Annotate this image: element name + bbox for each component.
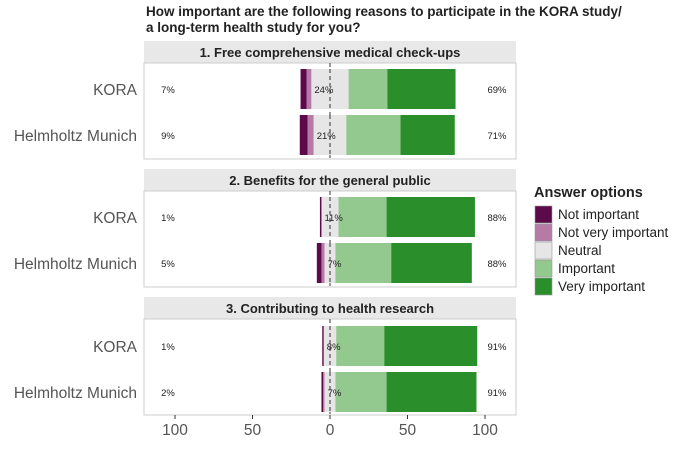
bar-important <box>335 372 387 412</box>
x-tick-label: 100 <box>472 422 498 439</box>
bar-important <box>336 326 385 366</box>
bar-not-very-important <box>323 372 325 412</box>
row-label: Helmholtz Munich <box>14 385 137 402</box>
bar-neutral <box>324 243 336 283</box>
bar-neutral <box>313 115 347 155</box>
panel-strip <box>144 297 516 319</box>
legend-label: Very important <box>558 279 645 294</box>
legend-title: Answer options <box>534 185 643 201</box>
x-tick-label: 50 <box>244 422 262 439</box>
pos-percent-label: 88% <box>487 259 507 270</box>
bar-not-important <box>316 243 322 283</box>
bar-not-important <box>300 69 307 109</box>
pos-percent-label: 91% <box>487 342 507 353</box>
x-tick-label: 0 <box>326 422 335 439</box>
neutral-percent-label: 8% <box>327 342 341 353</box>
chart-title-line: a long-term health study for you? <box>146 20 361 35</box>
bar-very-important <box>384 326 478 366</box>
bar-very-important <box>386 372 477 412</box>
bar-not-very-important <box>306 69 312 109</box>
bar-not-important <box>319 197 322 237</box>
pos-percent-label: 71% <box>487 131 507 142</box>
panel-strip <box>144 169 516 191</box>
legend-label: Not very important <box>558 225 669 240</box>
neutral-percent-label: 21% <box>317 131 337 142</box>
legend-swatch <box>534 205 553 224</box>
panel-title: 2. Benefits for the general public <box>229 173 431 188</box>
bar-neutral <box>323 326 337 366</box>
bar-important <box>348 69 388 109</box>
row-label: KORA <box>93 339 138 356</box>
neutral-percent-label: 7% <box>328 259 342 270</box>
x-tick-label: 100 <box>162 422 188 439</box>
bar-very-important <box>387 69 456 109</box>
bar-not-important <box>322 326 324 366</box>
bar-neutral <box>311 69 349 109</box>
legend-swatch <box>534 241 553 260</box>
row-label: Helmholtz Munich <box>14 128 137 145</box>
bar-very-important <box>400 115 455 155</box>
neg-percent-label: 1% <box>161 213 175 224</box>
bar-important <box>335 243 392 283</box>
neg-percent-label: 7% <box>161 85 175 96</box>
neg-percent-label: 1% <box>161 342 175 353</box>
bar-important <box>346 115 401 155</box>
bar-not-important <box>299 115 308 155</box>
neutral-percent-label: 24% <box>314 85 334 96</box>
legend-label: Important <box>558 261 615 276</box>
bar-neutral <box>324 372 336 412</box>
legend-label: Not important <box>558 207 639 222</box>
legend-label: Neutral <box>558 243 602 258</box>
legend-swatch <box>534 277 553 296</box>
legend-swatch <box>534 259 553 278</box>
row-label: KORA <box>93 82 138 99</box>
neg-percent-label: 2% <box>161 388 175 399</box>
row-label: Helmholtz Munich <box>14 256 137 273</box>
row-label: KORA <box>93 210 138 227</box>
bar-not-important <box>321 372 324 412</box>
neg-percent-label: 9% <box>161 131 175 142</box>
pos-percent-label: 91% <box>487 388 507 399</box>
panel-title: 3. Contributing to health research <box>226 301 434 316</box>
bar-not-very-important <box>321 243 325 283</box>
pos-percent-label: 88% <box>487 213 507 224</box>
neutral-percent-label: 11% <box>324 213 343 224</box>
legend-swatch <box>534 223 553 242</box>
neg-percent-label: 5% <box>161 259 175 270</box>
panel-title: 1. Free comprehensive medical check-ups <box>200 45 461 60</box>
bar-important <box>338 197 387 237</box>
bar-not-very-important <box>307 115 314 155</box>
neutral-percent-label: 7% <box>328 388 342 399</box>
bar-very-important <box>386 197 475 237</box>
bar-very-important <box>391 243 472 283</box>
bar-neutral <box>321 197 339 237</box>
panel-strip <box>144 41 516 63</box>
x-tick-label: 50 <box>399 422 417 439</box>
pos-percent-label: 69% <box>487 85 507 96</box>
chart-title-line: How important are the following reasons … <box>146 4 622 19</box>
